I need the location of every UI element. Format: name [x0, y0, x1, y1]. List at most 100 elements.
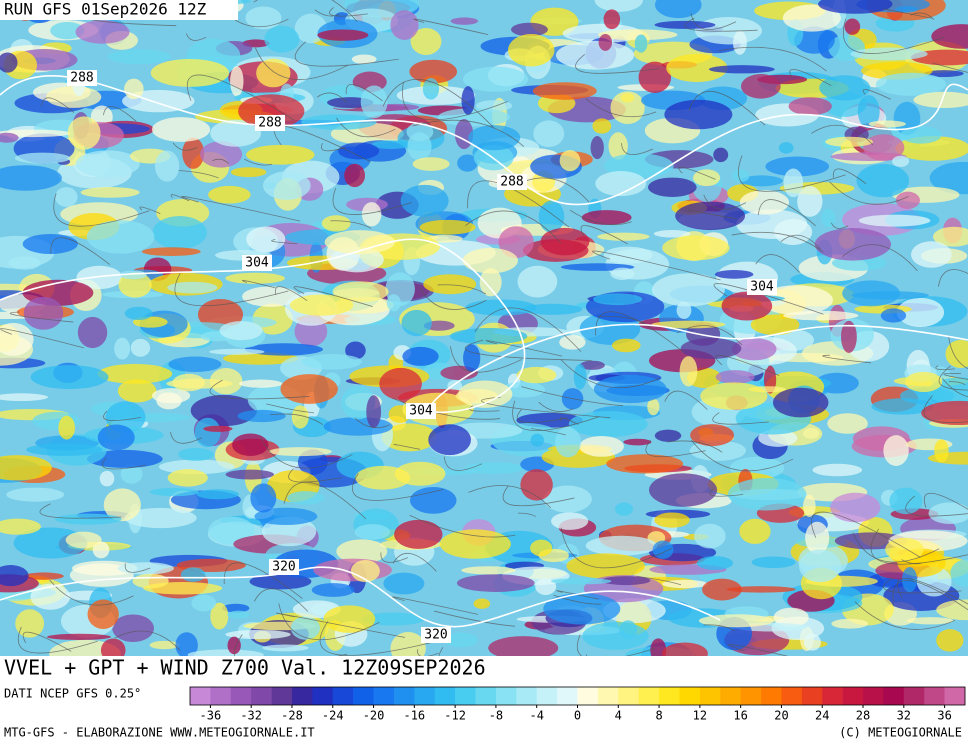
field-blob — [620, 93, 635, 103]
field-blob — [0, 393, 48, 402]
field-blob — [857, 95, 880, 129]
streamline — [755, 254, 800, 273]
field-blob — [249, 573, 312, 590]
streamline — [703, 194, 747, 210]
field-blob — [107, 49, 172, 65]
run-label: RUN GFS 01Sep2026 12Z — [4, 0, 207, 19]
streamline — [124, 563, 151, 573]
streamline — [17, 626, 98, 654]
field-blob — [386, 294, 401, 312]
field-blob — [210, 119, 261, 147]
field-blob — [827, 413, 868, 434]
field-blob — [530, 433, 545, 447]
contour-label: 320 — [272, 560, 295, 575]
streamline — [943, 372, 968, 380]
field-blob — [239, 379, 283, 388]
field-blob — [14, 152, 71, 164]
streamline — [852, 532, 940, 563]
streamline — [413, 18, 489, 35]
colorbar-swatch — [190, 687, 211, 705]
contour-label: 288 — [258, 116, 281, 131]
colorbar-swatch — [455, 687, 476, 705]
streamline — [234, 634, 348, 656]
contour-label: 304 — [750, 280, 774, 295]
streamline — [688, 90, 766, 126]
streamline — [841, 244, 918, 272]
field-blob — [883, 435, 909, 466]
field-blob — [702, 578, 742, 601]
field-blob — [708, 65, 775, 74]
field-blob — [648, 177, 697, 198]
streamline — [937, 269, 968, 287]
field-blob — [871, 398, 934, 415]
field-blob — [422, 78, 440, 100]
field-blob — [379, 367, 422, 400]
field-blob — [287, 491, 325, 505]
field-blob — [698, 614, 774, 628]
field-blob — [885, 537, 924, 562]
field-blob — [774, 219, 813, 246]
field-blob — [530, 539, 553, 557]
streamline — [402, 81, 508, 121]
field-blob — [921, 400, 968, 426]
field-blob — [936, 629, 964, 652]
streamline — [288, 468, 342, 483]
contour-label: 304 — [409, 404, 433, 419]
field-blob — [568, 410, 648, 438]
field-blob — [700, 382, 768, 410]
field-blob — [606, 454, 684, 474]
field-blob — [0, 52, 18, 73]
colorbar-swatch — [495, 687, 517, 705]
field-blob — [479, 268, 502, 297]
colorbar-swatch — [883, 687, 905, 705]
field-blob — [245, 6, 282, 30]
field-blob — [551, 512, 589, 530]
field-blob — [751, 556, 796, 569]
field-blob — [666, 53, 728, 83]
field-blob — [394, 519, 443, 549]
field-blob — [324, 230, 395, 255]
streamline — [948, 336, 968, 369]
field-blob — [830, 492, 881, 523]
contour-label: 304 — [245, 256, 269, 271]
map-title: VVEL + GPT + WIND Z700 Val. 12Z09SEP2026 — [4, 656, 486, 680]
field-blob — [361, 202, 382, 227]
colorbar-tick-label: -4 — [529, 709, 543, 723]
field-blob — [321, 215, 351, 232]
streamline — [242, 279, 276, 289]
field-blob — [230, 167, 267, 178]
field-blob — [900, 126, 942, 144]
field-blob — [401, 309, 432, 337]
streamline — [330, 220, 372, 229]
streamline — [924, 492, 968, 510]
streamline — [278, 603, 380, 641]
streamline — [259, 437, 353, 469]
colorbar-tick-label: 8 — [655, 709, 662, 723]
streamline — [780, 234, 821, 250]
field-blob — [559, 150, 581, 172]
field-blob — [654, 0, 702, 19]
colorbar-swatch — [210, 687, 232, 705]
colorbar-swatch — [699, 687, 721, 705]
field-blob — [461, 566, 516, 575]
streamline — [467, 180, 570, 228]
field-blob — [117, 562, 174, 575]
field-blob — [765, 156, 830, 177]
field-blob — [97, 424, 135, 451]
field-blob — [244, 343, 324, 356]
field-blob — [124, 78, 144, 100]
field-blob — [55, 513, 122, 525]
field-blob — [611, 338, 641, 353]
field-blob — [610, 267, 635, 280]
field-blob — [75, 150, 140, 178]
field-blob — [532, 82, 597, 100]
field-blob — [23, 296, 64, 330]
field-blob — [875, 72, 947, 96]
field-blob — [473, 598, 491, 609]
field-blob — [597, 232, 650, 241]
streamline — [862, 89, 891, 100]
streamline — [854, 601, 956, 630]
streamline — [690, 13, 737, 30]
streamline — [938, 365, 968, 391]
